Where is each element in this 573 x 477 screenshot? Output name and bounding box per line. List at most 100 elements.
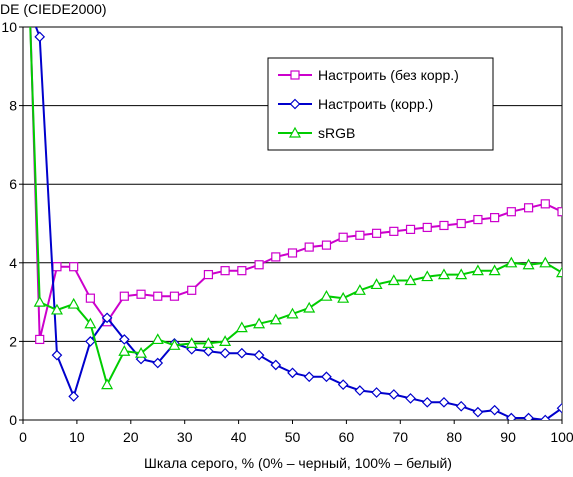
series-2-point-5 (101, 312, 113, 324)
series-1-point-20 (355, 230, 365, 240)
series-2-point-20 (354, 385, 366, 396)
legend-label-2: Настроить (корр.) (318, 96, 433, 112)
series-2-point-13 (236, 347, 248, 359)
x-tick-label-90: 90 (500, 429, 516, 445)
series-3-point-17 (303, 301, 316, 313)
series-2-point-30 (523, 412, 534, 420)
series-3-point-19 (337, 291, 350, 303)
x-tick-label-40: 40 (231, 429, 247, 445)
series-3-point-11 (202, 337, 215, 348)
series-2-point-23 (405, 393, 416, 404)
x-axis-label: Шкала серого, % (0% – черный, 100% – бел… (144, 455, 452, 471)
series-3 (29, 27, 562, 390)
series-3-point-13 (235, 321, 248, 333)
series-2 (34, 27, 562, 420)
series-1-point-18 (321, 240, 332, 250)
series-2-point-21 (371, 387, 382, 398)
series-2-point-18 (321, 371, 332, 383)
series-2-point-31 (539, 414, 551, 420)
series-2-point-6 (118, 334, 130, 345)
series-2-point-3 (68, 391, 80, 402)
series-1-point-29 (506, 207, 516, 217)
series-2-point-22 (388, 389, 400, 400)
series-3-point-28 (488, 264, 501, 276)
series-1-point-27 (473, 214, 483, 225)
series-1-point-28 (490, 213, 500, 223)
legend-item-1: Настроить (без корр.) (278, 67, 459, 83)
series-2-point-29 (505, 412, 517, 420)
legend-label-1: Настроить (без корр.) (318, 67, 459, 83)
x-tick-label-30: 30 (177, 429, 193, 445)
series-3-point-6 (118, 344, 131, 356)
series-3-point-12 (219, 335, 232, 346)
series-3-point-10 (185, 337, 198, 348)
series-3-point-31 (539, 256, 552, 268)
series-3-point-5 (101, 378, 114, 390)
series-1-point-3 (69, 262, 79, 272)
series-1-point-7 (136, 289, 146, 299)
series-3-point-29 (505, 256, 518, 268)
series-2-point-32 (556, 402, 562, 414)
y-tick-label-10: 10 (1, 19, 17, 35)
series-1-point-6 (119, 291, 129, 301)
x-tick-label-80: 80 (446, 429, 462, 445)
series-3-point-20 (353, 284, 366, 295)
series-1-point-30 (523, 203, 534, 213)
legend-marker-3 (288, 126, 302, 138)
series-2-point-8 (152, 357, 164, 369)
series-2-point-24 (421, 396, 433, 408)
series-2-point-16 (287, 367, 298, 379)
series-2-point-11 (203, 345, 214, 357)
series-2-point-27 (472, 406, 484, 418)
series-2-point-15 (270, 359, 282, 371)
series-1-point-1 (35, 334, 45, 345)
legend-item-3: sRGB (278, 125, 355, 141)
legend: Настроить (без корр.) Настроить (корр.) sR… (267, 57, 494, 151)
series-1-point-26 (456, 218, 466, 229)
series-1-point-8 (153, 291, 163, 301)
series-3-point-16 (286, 307, 299, 319)
series-1-point-4 (85, 293, 95, 303)
series-3-point-22 (387, 274, 400, 286)
series-3-point-26 (455, 268, 468, 280)
series-1-point-10 (187, 285, 197, 295)
series-1-point-17 (304, 242, 314, 252)
series-2-point-19 (337, 379, 349, 390)
series-3-point-2 (50, 303, 63, 315)
series-1-point-21 (371, 228, 382, 238)
x-tick-label-10: 10 (69, 429, 85, 445)
series-3-point-4 (84, 317, 97, 329)
series-1-point-9 (169, 291, 180, 301)
y-tick-label-4: 4 (9, 255, 17, 271)
series-3-point-21 (370, 278, 383, 290)
series-3-point-23 (404, 274, 417, 286)
legend-item-2: Настроить (корр.) (278, 96, 433, 112)
series-3-point-24 (421, 270, 434, 282)
series-3-point-18 (320, 289, 333, 301)
series-3-point-30 (522, 258, 535, 270)
series-2-point-4 (85, 336, 96, 347)
legend-marker-1 (290, 70, 300, 80)
x-tick-label-20: 20 (123, 429, 139, 445)
series-1 (29, 27, 562, 345)
y-tick-label-0: 0 (9, 412, 17, 428)
y-axis-label: DE (CIEDE2000) (0, 1, 107, 17)
series-2-point-14 (253, 349, 265, 361)
series-3-point-7 (135, 346, 148, 358)
series-1-point-31 (540, 199, 550, 209)
series-1-point-14 (254, 260, 264, 270)
series-1-point-15 (271, 252, 281, 262)
series-1-point-23 (405, 224, 416, 234)
series-1-point-24 (422, 222, 432, 233)
series-2-point-2 (51, 349, 63, 361)
y-tick-label-6: 6 (9, 176, 17, 192)
series-2-point-1 (34, 31, 46, 43)
series-3-point-25 (437, 268, 450, 280)
series-2-point-26 (455, 400, 467, 412)
series-3-point-27 (471, 264, 484, 276)
x-tick-label-100: 100 (550, 429, 573, 445)
series-1-point-13 (237, 266, 247, 276)
x-tick-label-0: 0 (19, 429, 27, 445)
